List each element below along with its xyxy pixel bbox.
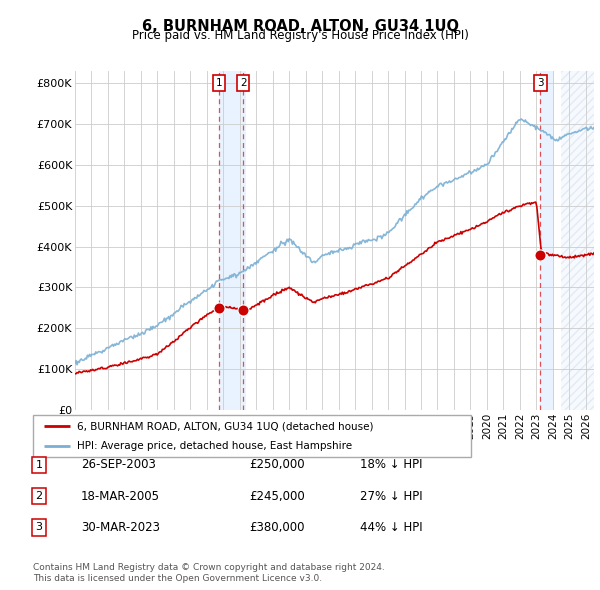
Text: £380,000: £380,000 — [249, 521, 305, 534]
Text: 6, BURNHAM ROAD, ALTON, GU34 1UQ (detached house): 6, BURNHAM ROAD, ALTON, GU34 1UQ (detach… — [77, 421, 373, 431]
Text: 27% ↓ HPI: 27% ↓ HPI — [360, 490, 422, 503]
Text: 18-MAR-2005: 18-MAR-2005 — [81, 490, 160, 503]
Text: 44% ↓ HPI: 44% ↓ HPI — [360, 521, 422, 534]
Text: 26-SEP-2003: 26-SEP-2003 — [81, 458, 156, 471]
Text: 1: 1 — [215, 78, 222, 88]
Text: 1: 1 — [35, 460, 43, 470]
Text: Price paid vs. HM Land Registry's House Price Index (HPI): Price paid vs. HM Land Registry's House … — [131, 30, 469, 42]
Text: HPI: Average price, detached house, East Hampshire: HPI: Average price, detached house, East… — [77, 441, 352, 451]
Text: £245,000: £245,000 — [249, 490, 305, 503]
Text: 2: 2 — [240, 78, 247, 88]
Text: 2: 2 — [35, 491, 43, 501]
Bar — [561, 71, 594, 410]
Text: £250,000: £250,000 — [249, 458, 305, 471]
Text: 30-MAR-2023: 30-MAR-2023 — [81, 521, 160, 534]
Text: 18% ↓ HPI: 18% ↓ HPI — [360, 458, 422, 471]
Text: 3: 3 — [537, 78, 544, 88]
Bar — [219, 71, 246, 410]
Bar — [540, 71, 554, 410]
Text: This data is licensed under the Open Government Licence v3.0.: This data is licensed under the Open Gov… — [33, 574, 322, 583]
Text: Contains HM Land Registry data © Crown copyright and database right 2024.: Contains HM Land Registry data © Crown c… — [33, 563, 385, 572]
Text: 3: 3 — [35, 523, 43, 532]
FancyBboxPatch shape — [33, 415, 471, 457]
Text: 6, BURNHAM ROAD, ALTON, GU34 1UQ: 6, BURNHAM ROAD, ALTON, GU34 1UQ — [142, 19, 458, 34]
